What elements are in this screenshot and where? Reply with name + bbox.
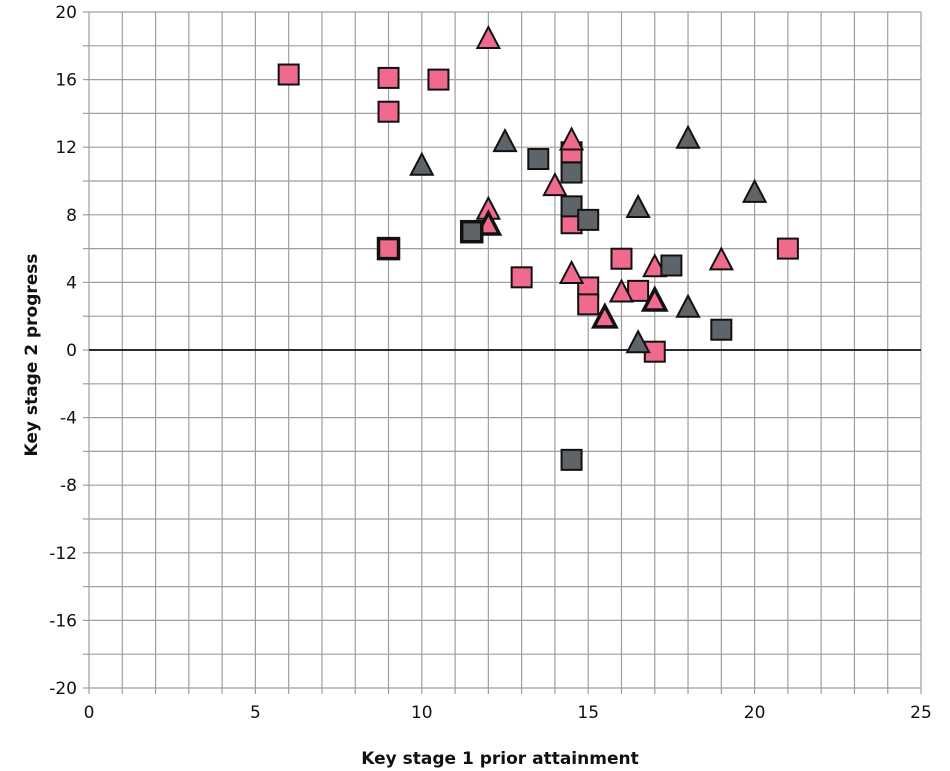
- pink-triangle-point: [590, 302, 619, 329]
- gray-triangle-point: [675, 293, 701, 318]
- x-tick-labels: 0 5 10 15 20 25: [84, 703, 932, 723]
- pink-triangle-point: [475, 24, 502, 50]
- pink-square-point: [610, 247, 633, 270]
- pink-square-point: [377, 100, 400, 123]
- pink-triangle-point: [542, 171, 568, 197]
- pink-square-point: [627, 279, 650, 302]
- gray-square-point: [710, 318, 733, 341]
- gray-triangle-point: [625, 193, 651, 219]
- pink-square-point: [776, 237, 799, 260]
- gray-triangle-point: [625, 329, 651, 354]
- pink-triangle-point: [608, 278, 635, 303]
- y-axis-title: Key stage 2 progress: [22, 253, 42, 456]
- x-tick-label: 10: [411, 703, 433, 723]
- gray-square-point: [577, 208, 600, 231]
- gray-square-point: [560, 161, 583, 184]
- y-tick-label: 16: [55, 71, 77, 91]
- pink-square-point: [427, 68, 450, 91]
- y-tick-label: 4: [66, 273, 77, 293]
- gray-square-point: [527, 148, 550, 171]
- data-points: [277, 24, 799, 471]
- pink-square-point: [376, 236, 401, 261]
- axes: [83, 11, 922, 694]
- gray-triangle-point: [675, 124, 701, 149]
- y-tick-label: -16: [49, 611, 77, 631]
- x-tick-label: 0: [84, 703, 95, 723]
- gray-square-point: [459, 219, 484, 244]
- y-tick-label: 0: [66, 341, 77, 361]
- gray-square-point: [560, 448, 583, 471]
- y-tick-label: -4: [60, 409, 77, 429]
- pink-triangle-point: [708, 246, 734, 271]
- gray-square-point: [660, 254, 683, 277]
- pink-triangle-point: [558, 126, 585, 151]
- y-tick-label: -12: [49, 544, 77, 564]
- x-tick-label: 20: [744, 703, 766, 723]
- pink-triangle-point: [642, 253, 668, 278]
- gray-triangle-point: [409, 151, 435, 176]
- y-tick-label: -20: [49, 679, 77, 699]
- y-tick-label: 20: [55, 3, 77, 23]
- y-tick-label: 8: [66, 206, 77, 226]
- pink-square-point: [577, 293, 600, 316]
- y-tick-labels: -20 -16 -12 -8 -4 0 4 8 12 16 20: [49, 3, 77, 699]
- x-tick-label: 15: [577, 703, 599, 723]
- y-tick-label: -8: [60, 476, 77, 496]
- pink-square-point: [510, 266, 533, 289]
- x-axis-title: Key stage 1 prior attainment: [361, 749, 638, 769]
- gray-triangle-point: [492, 127, 518, 153]
- pink-triangle-point: [640, 285, 669, 312]
- pink-square-point: [377, 66, 400, 89]
- pink-triangle-point: [558, 259, 585, 284]
- gray-triangle-point: [741, 178, 768, 203]
- x-tick-label: 25: [910, 703, 932, 723]
- pink-square-point: [277, 63, 300, 86]
- gray-square-point: [560, 195, 583, 218]
- y-tick-label: 12: [55, 138, 77, 158]
- x-tick-label: 5: [250, 703, 261, 723]
